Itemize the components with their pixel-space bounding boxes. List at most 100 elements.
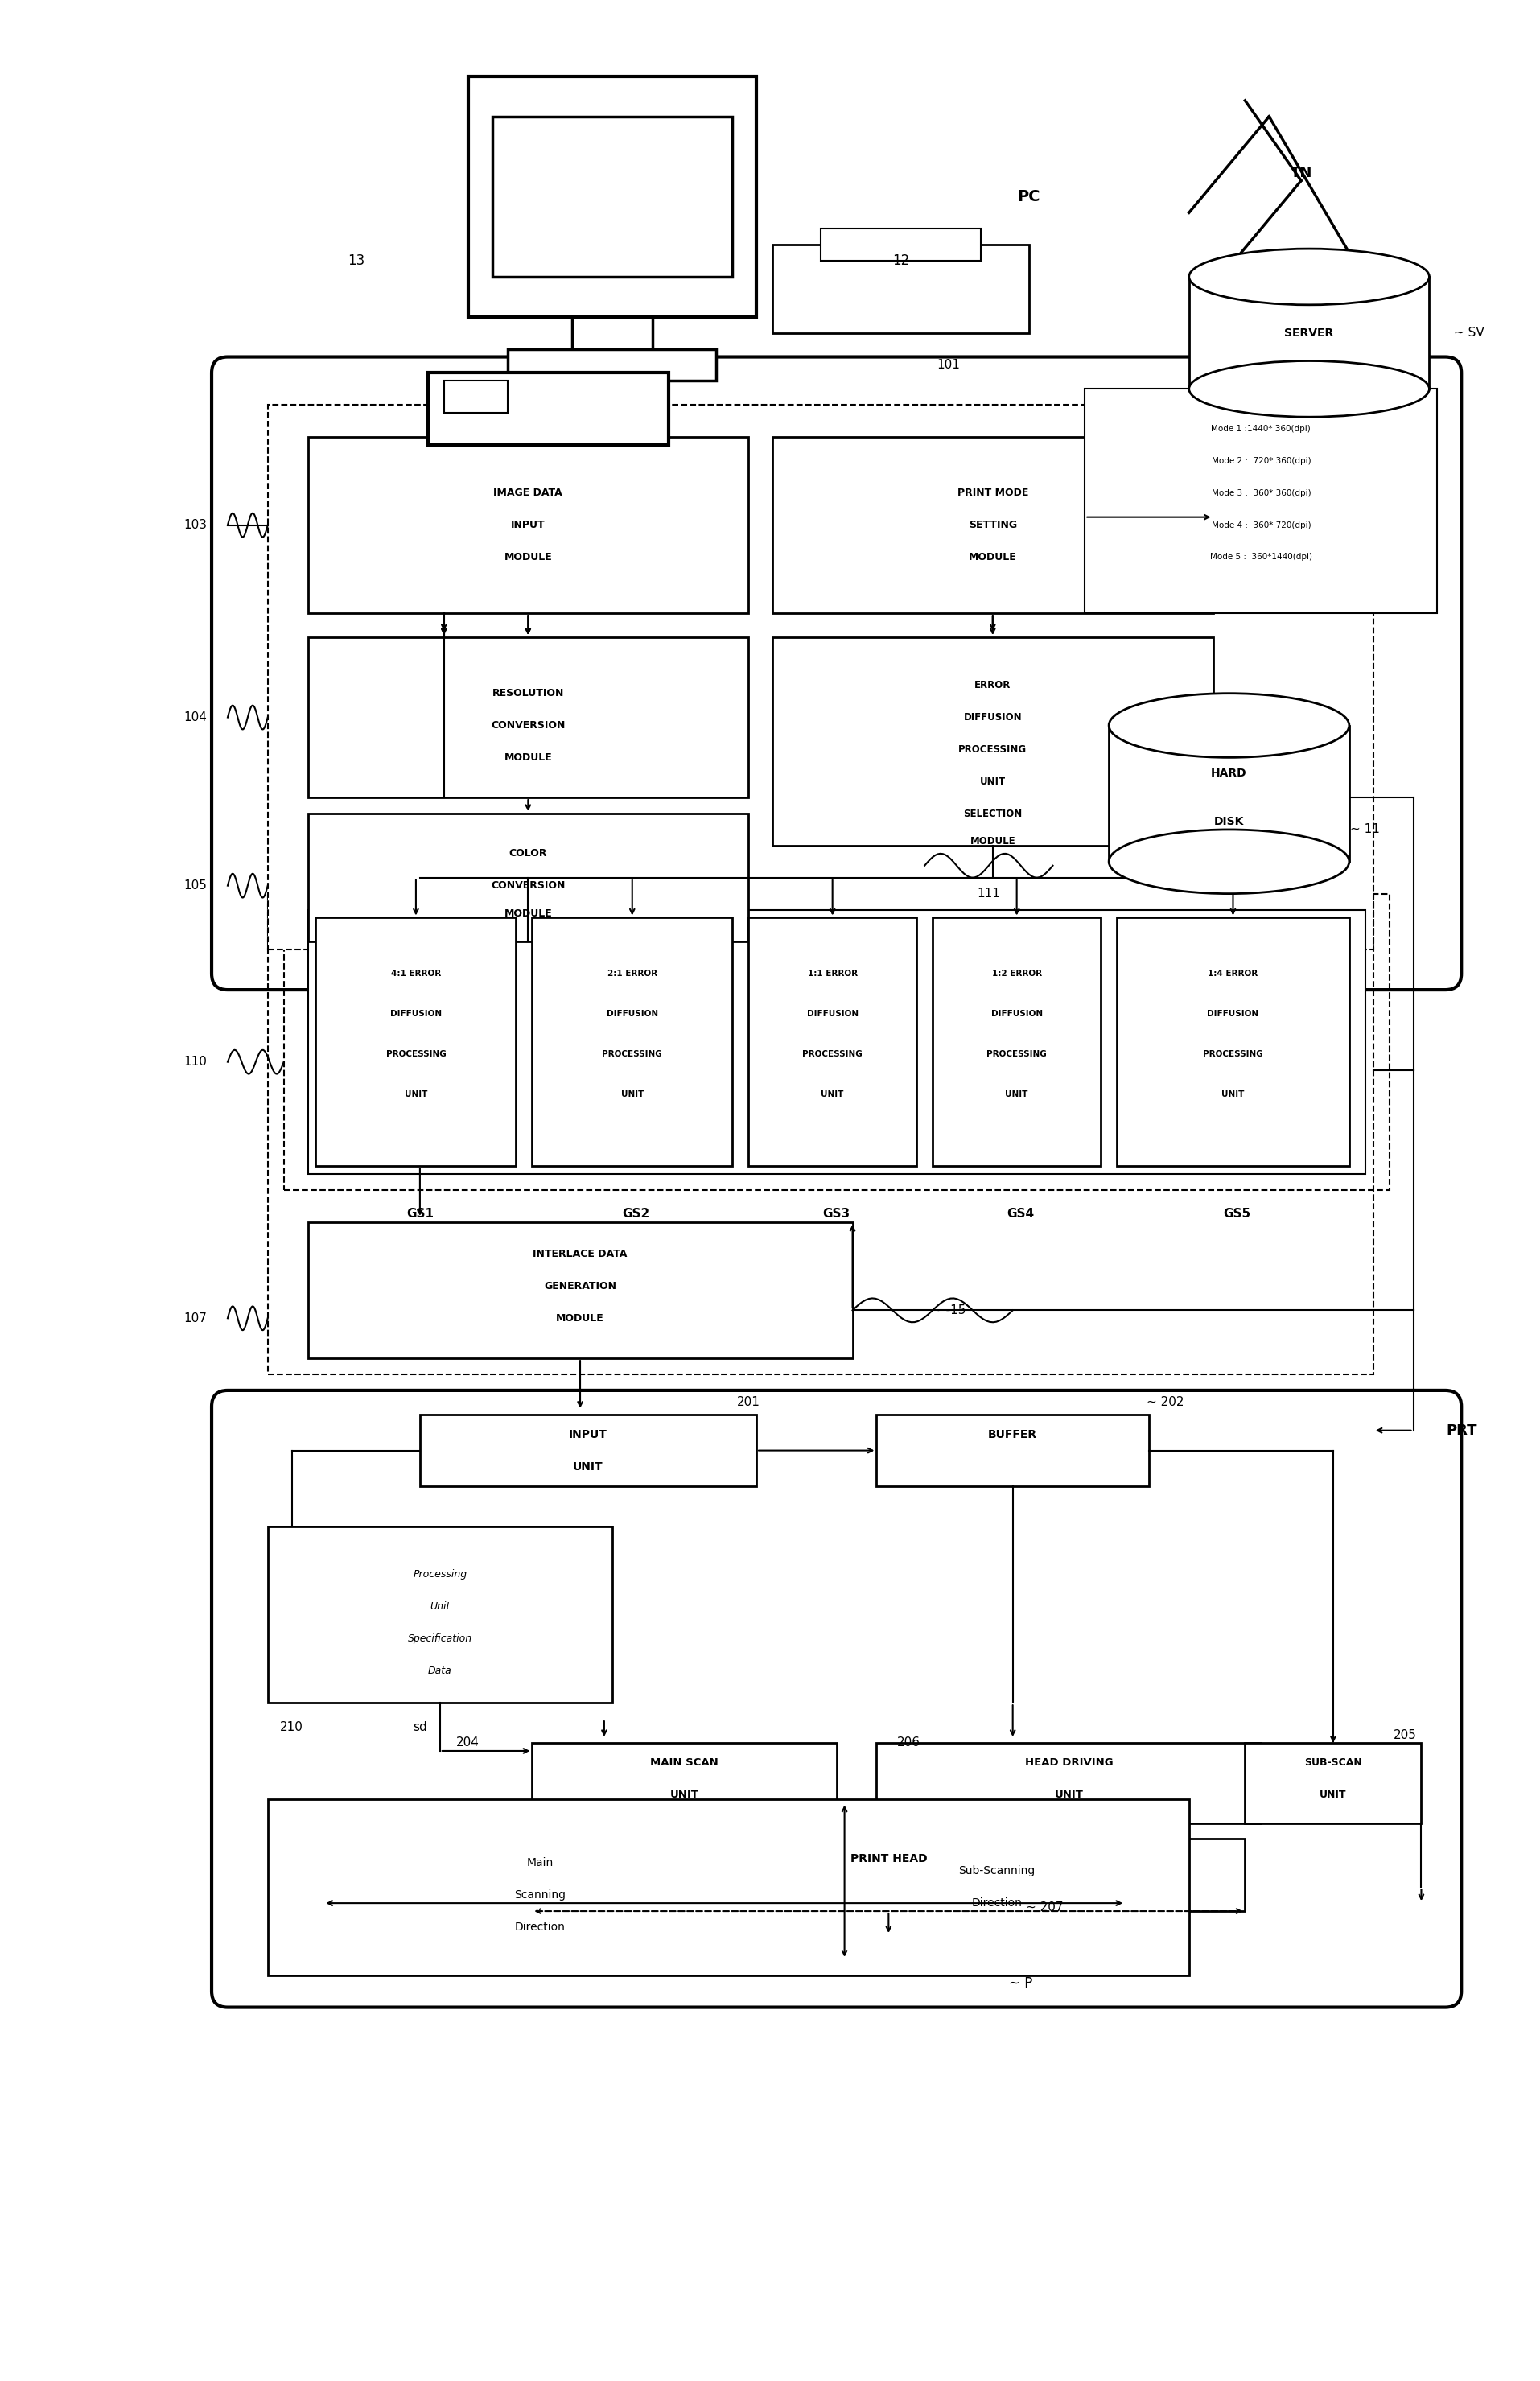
Text: 103: 103 [183,519,208,531]
Text: 12: 12 [892,252,909,269]
Text: Mode 4 :  360* 720(dpi): Mode 4 : 360* 720(dpi) [1212,521,1311,529]
Text: 107: 107 [183,1312,208,1324]
Text: PC: PC [1018,188,1040,205]
Text: BUFFER: BUFFER [989,1429,1038,1441]
Text: SUB-SCAN: SUB-SCAN [1304,1757,1361,1769]
Bar [268,1800,1189,1976]
Text: Data: Data [428,1667,451,1676]
Text: Main: Main [527,1857,553,1869]
Text: HEAD DRIVING: HEAD DRIVING [1024,1757,1113,1769]
Bar [468,76,756,317]
Text: ERROR: ERROR [975,681,1010,690]
Text: COLOR: COLOR [508,848,547,860]
Text: Specification: Specification [408,1633,473,1643]
Text: ~ -15: ~ -15 [932,1305,966,1317]
Bar [876,1414,1149,1486]
Text: 110: 110 [183,1055,208,1069]
Bar [533,1743,836,1824]
Text: PRINT HEAD: PRINT HEAD [850,1852,927,1864]
Text: 101: 101 [936,360,961,371]
Text: Direction: Direction [514,1921,565,1933]
Text: UNIT: UNIT [1006,1090,1029,1098]
Ellipse shape [1189,248,1429,305]
Text: PRINT MODE: PRINT MODE [958,488,1029,498]
Text: INTERLACE DATA: INTERLACE DATA [533,1250,627,1260]
Text: ~ 207: ~ 207 [1026,1900,1064,1914]
Bar [773,245,1029,333]
Bar [444,381,508,412]
Text: DIFFUSION: DIFFUSION [607,1010,658,1017]
Ellipse shape [1109,693,1349,757]
Bar [268,405,1374,950]
Text: Unit: Unit [430,1602,450,1612]
Bar [308,638,748,798]
Text: UNIT: UNIT [1055,1791,1083,1800]
Bar [573,317,653,357]
Bar [308,814,748,943]
Text: 4:1 ERROR: 4:1 ERROR [391,969,440,979]
Text: 204: 204 [456,1736,479,1750]
Text: SELECTION: SELECTION [962,807,1023,819]
Text: UNIT: UNIT [1320,1791,1346,1800]
Bar [268,893,1374,1374]
Bar [308,438,748,614]
Text: PROCESSING: PROCESSING [1203,1050,1263,1057]
Bar [1084,388,1437,614]
Bar [308,1221,853,1357]
Text: SETTING: SETTING [969,519,1016,531]
Text: GS2: GS2 [622,1207,650,1219]
Bar [533,917,733,1167]
Text: 201: 201 [736,1395,759,1410]
Text: Mode 1 :1440* 360(dpi): Mode 1 :1440* 360(dpi) [1212,424,1311,433]
Text: GS5: GS5 [1223,1207,1250,1219]
Text: UNIT: UNIT [405,1090,427,1098]
Text: CONVERSION: CONVERSION [491,719,565,731]
Text: RESOLUTION: RESOLUTION [493,688,564,698]
Bar [748,917,916,1167]
Bar [773,438,1214,614]
Ellipse shape [1189,362,1429,417]
Text: Mode 5 :  360*1440(dpi): Mode 5 : 360*1440(dpi) [1210,552,1312,562]
Bar [283,893,1389,1190]
Bar [1244,1743,1421,1824]
Bar [876,1743,1261,1824]
Bar [933,917,1101,1167]
Text: sd: sd [413,1721,427,1733]
Text: PROCESSING: PROCESSING [602,1050,662,1057]
Text: 13: 13 [348,252,365,269]
Text: 2:1 ERROR: 2:1 ERROR [607,969,658,979]
Text: DIFFUSION: DIFFUSION [990,1010,1043,1017]
Text: CONVERSION: CONVERSION [491,881,565,890]
Text: UNIT: UNIT [821,1090,844,1098]
Bar [1189,276,1429,388]
Bar [420,1414,756,1486]
Text: MODULE: MODULE [556,1312,604,1324]
Text: INPUT: INPUT [568,1429,607,1441]
Text: DIFFUSION: DIFFUSION [390,1010,442,1017]
Text: PRT: PRT [1446,1424,1477,1438]
Text: 104: 104 [183,712,208,724]
Text: MODULE: MODULE [504,752,553,762]
Text: DIFFUSION: DIFFUSION [1207,1010,1258,1017]
Text: Direction: Direction [972,1898,1023,1910]
Text: 1:2 ERROR: 1:2 ERROR [992,969,1041,979]
Text: ~ P: ~ P [1009,1976,1032,1991]
Text: Processing: Processing [413,1569,467,1581]
Text: 1:1 ERROR: 1:1 ERROR [807,969,858,979]
Text: 1:4 ERROR: 1:4 ERROR [1207,969,1258,979]
Text: SERVER: SERVER [1284,326,1334,338]
Bar [1116,917,1349,1167]
Text: Mode 3 :  360* 360(dpi): Mode 3 : 360* 360(dpi) [1212,488,1311,498]
Text: UNIT: UNIT [1221,1090,1244,1098]
Bar [268,1526,613,1702]
Text: Scanning: Scanning [514,1891,565,1900]
Text: 210: 210 [280,1721,303,1733]
Text: GENERATION: GENERATION [544,1281,616,1291]
Text: UNIT: UNIT [621,1090,644,1098]
Text: MAIN SCAN: MAIN SCAN [650,1757,718,1769]
Bar [1109,726,1349,862]
Text: 105: 105 [183,879,208,893]
Text: 111: 111 [976,888,1001,900]
Text: DIFFUSION: DIFFUSION [807,1010,858,1017]
FancyBboxPatch shape [211,357,1461,990]
